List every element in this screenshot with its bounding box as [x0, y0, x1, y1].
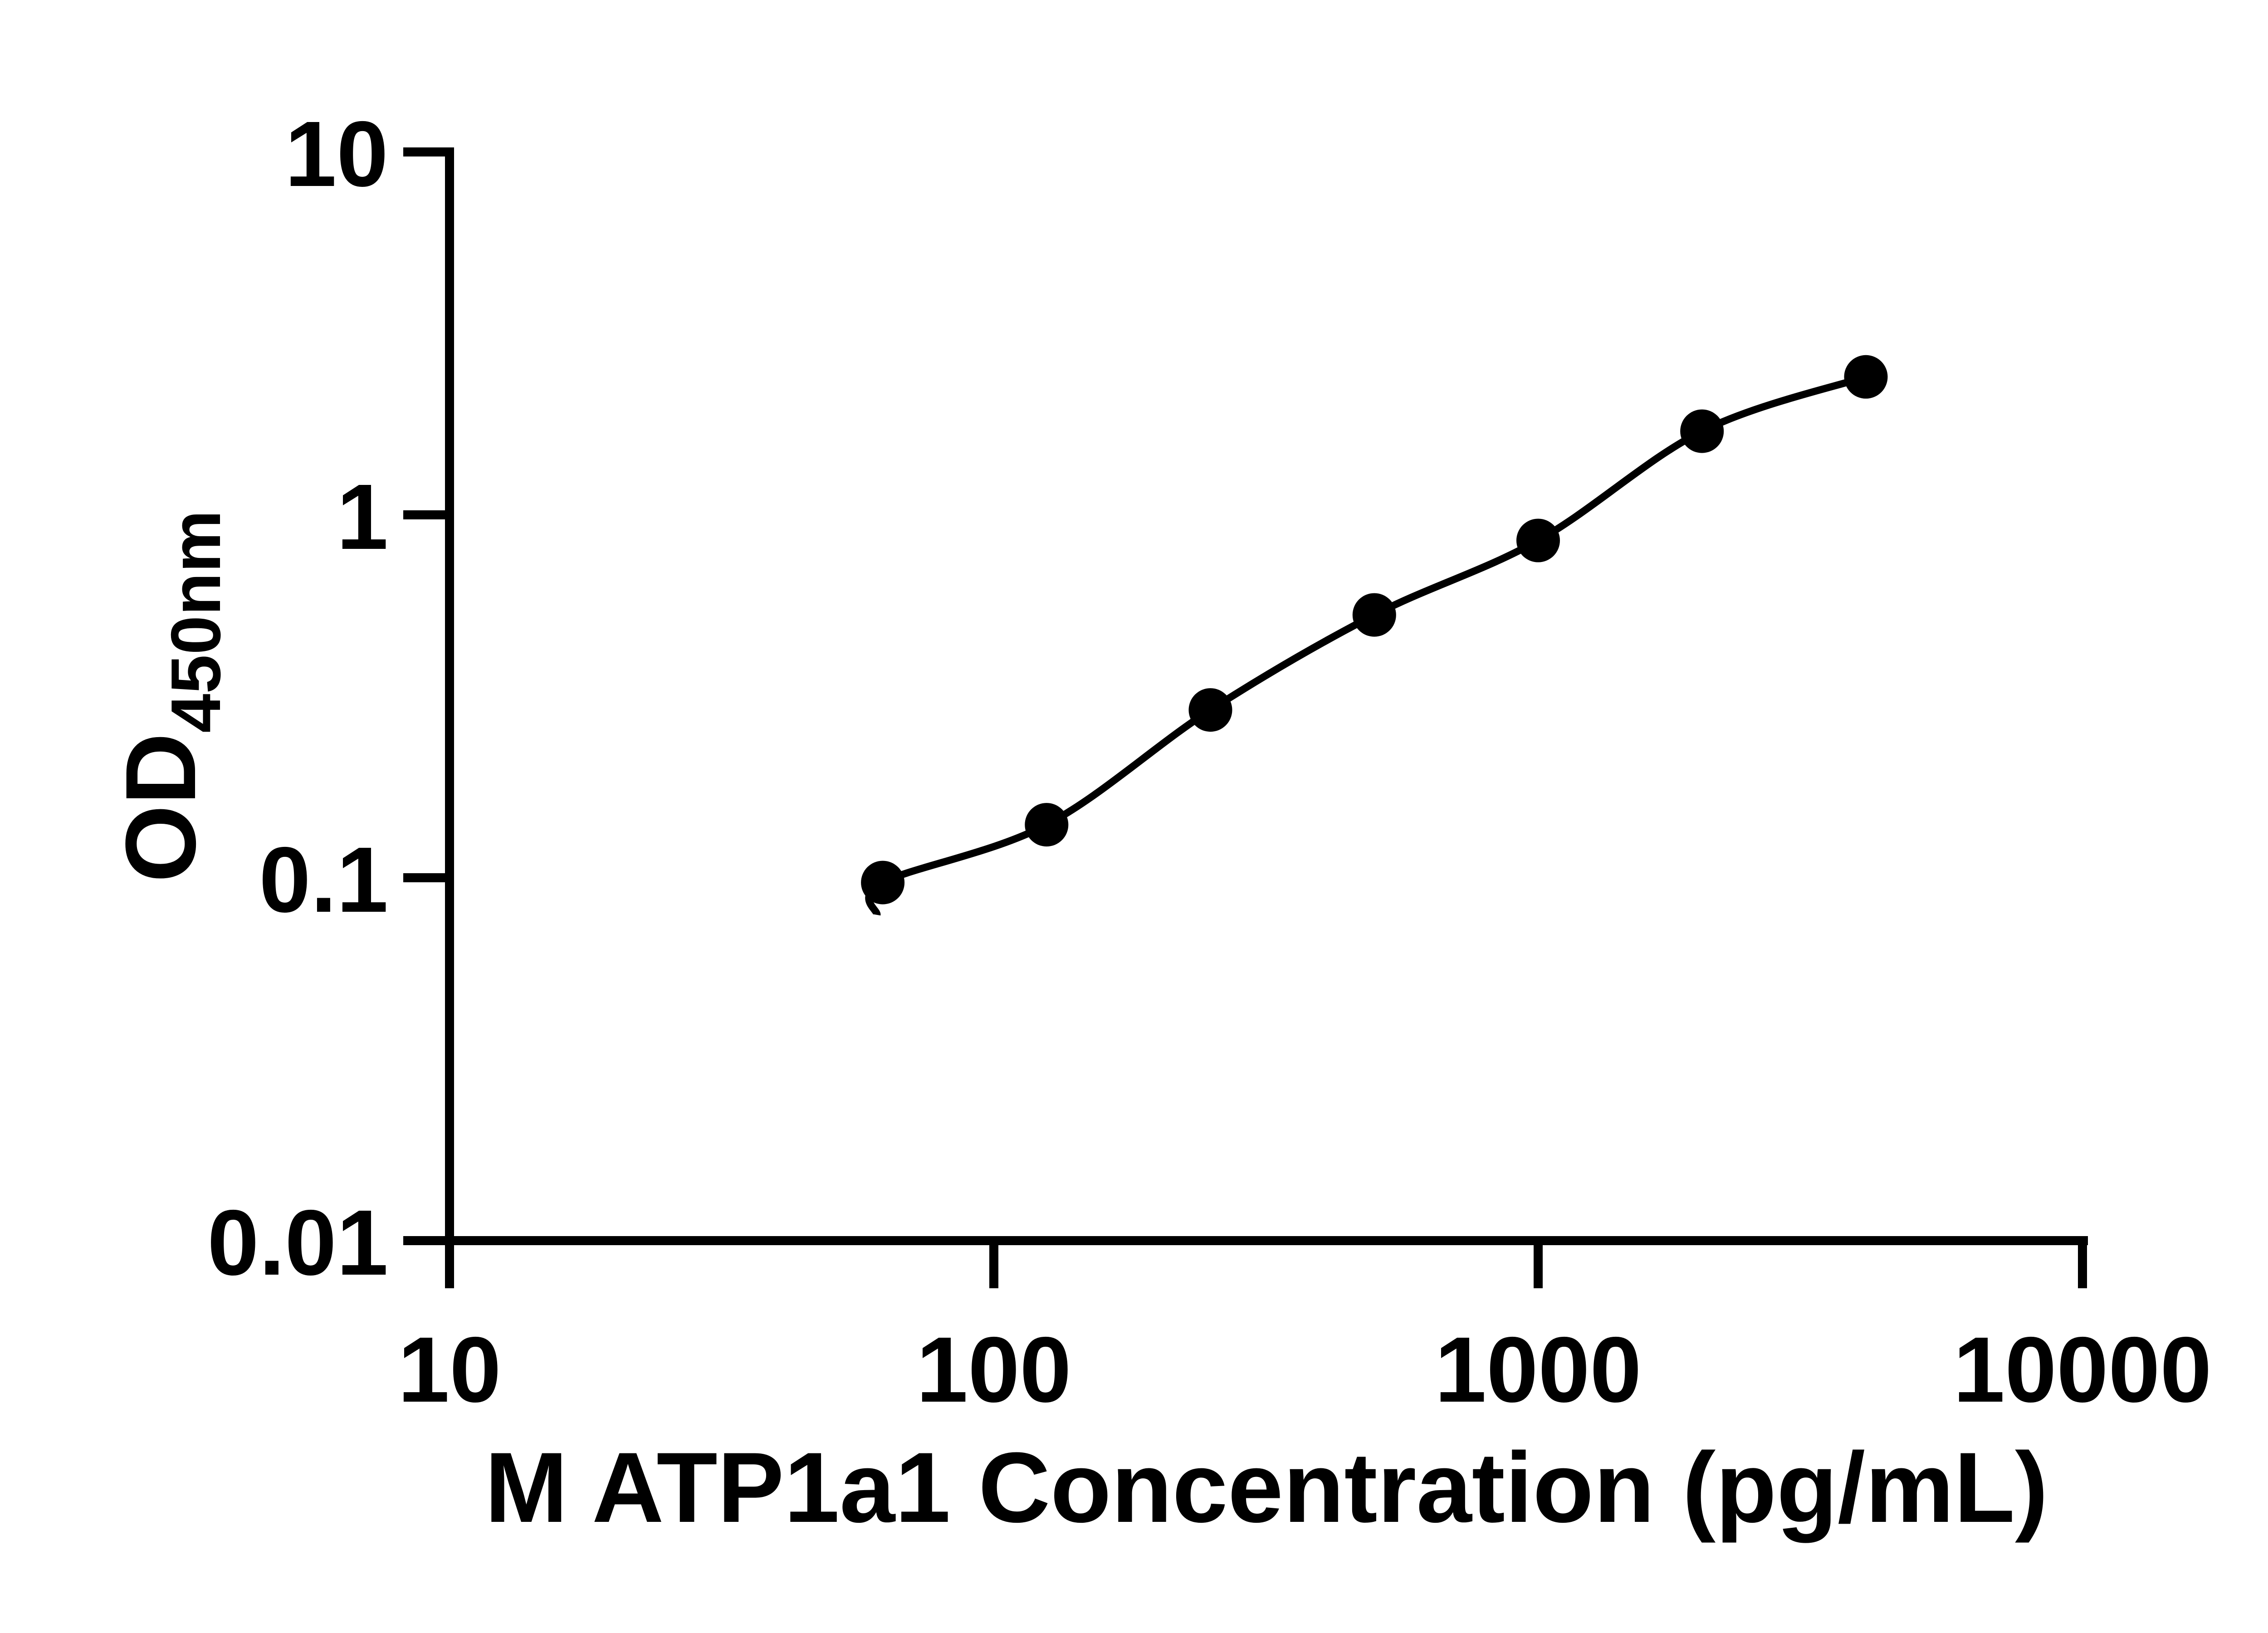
data-point	[1352, 593, 1396, 637]
x-axis-title: M ATP1a1 Concentration (pg/mL)	[485, 1432, 2048, 1543]
y-tick-label: 1	[337, 465, 388, 569]
x-tick-label: 10000	[1953, 1318, 2212, 1422]
data-point	[1188, 688, 1232, 732]
x-tick-label: 10	[398, 1318, 501, 1422]
point-layer	[861, 355, 1888, 905]
data-point	[1844, 355, 1888, 399]
data-point	[1516, 518, 1560, 562]
axes-layer	[403, 147, 2088, 1288]
x-tick-label: 1000	[1435, 1318, 1642, 1422]
y-tick-label: 0.01	[207, 1191, 388, 1295]
y-axis-title: OD450nm	[105, 510, 235, 882]
title-layer: M ATP1a1 Concentration (pg/mL) OD450nm	[105, 510, 2048, 1543]
data-point	[1025, 803, 1069, 847]
data-point	[1680, 409, 1724, 453]
y-axis-title-main: OD	[105, 733, 216, 883]
x-tick-label: 100	[916, 1318, 1071, 1422]
data-point	[861, 861, 905, 905]
y-tick-label: 10	[285, 102, 388, 206]
y-tick-label: 0.1	[259, 828, 388, 932]
y-axis-title-subscript: 450nm	[156, 510, 235, 733]
fit-curve	[865, 373, 1867, 916]
curve-layer	[865, 373, 1867, 916]
